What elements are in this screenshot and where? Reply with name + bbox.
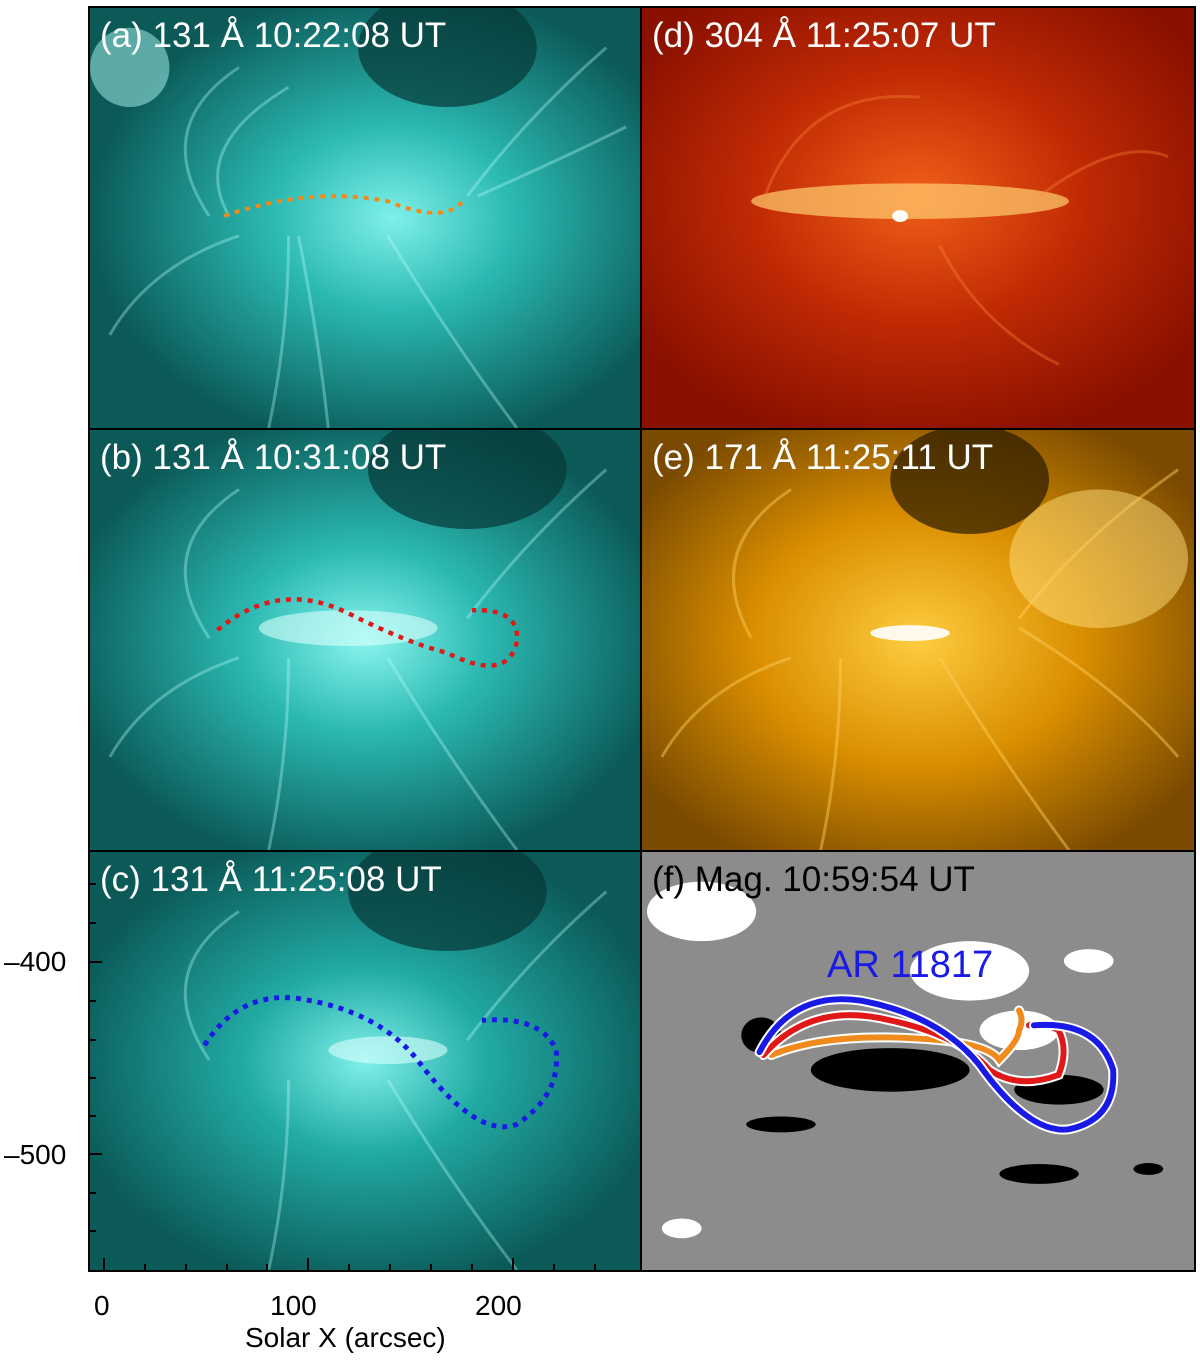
euv-image-131-a — [90, 8, 640, 428]
panel-b-aia131: (b) 131 Å 10:31:08 UT — [88, 428, 642, 852]
x-tick-label-100: 100 — [270, 1290, 317, 1321]
panel-a-aia131: (a) 131 Å 10:22:08 UT — [88, 6, 642, 430]
filament-trace-b — [215, 597, 520, 668]
euv-image-131-c — [90, 852, 640, 1270]
panel-a-label: (a) 131 Å 10:22:08 UT — [100, 16, 447, 55]
panel-f-label: (f) Mag. 10:59:54 UT — [652, 860, 975, 899]
active-region-label: AR 11817 — [827, 944, 994, 986]
euv-image-171 — [642, 430, 1194, 850]
y-tick-label-400: –400 — [4, 946, 67, 977]
panel-f-magnetogram: (f) Mag. 10:59:54 UT AR 11817 — [640, 850, 1196, 1272]
filament-trace-a — [223, 194, 467, 218]
axis-ticks — [88, 883, 596, 1272]
panel-d-label: (d) 304 Å 11:25:07 UT — [652, 16, 996, 55]
euv-image-131-b — [90, 430, 640, 850]
x-axis-label: Solar X (arcsec) — [245, 1322, 446, 1353]
x-tick-label-200: 200 — [475, 1290, 522, 1321]
panel-c-aia131: (c) 131 Å 11:25:08 UT — [88, 850, 642, 1272]
panel-c-label: (c) 131 Å 11:25:08 UT — [100, 860, 442, 899]
panel-e-aia171: (e) 171 Å 11:25:11 UT — [640, 428, 1196, 852]
flux-rope-sketch — [754, 994, 1119, 1135]
filament-trace-c — [202, 995, 560, 1130]
panel-e-label: (e) 171 Å 11:25:11 UT — [652, 438, 994, 477]
euv-image-304 — [642, 8, 1194, 428]
magnetogram-image — [642, 852, 1194, 1270]
panel-d-aia304: (d) 304 Å 11:25:07 UT — [640, 6, 1196, 430]
y-tick-label-500: –500 — [4, 1139, 67, 1170]
panel-b-label: (b) 131 Å 10:31:08 UT — [100, 438, 447, 477]
x-tick-label-0: 0 — [94, 1290, 110, 1321]
